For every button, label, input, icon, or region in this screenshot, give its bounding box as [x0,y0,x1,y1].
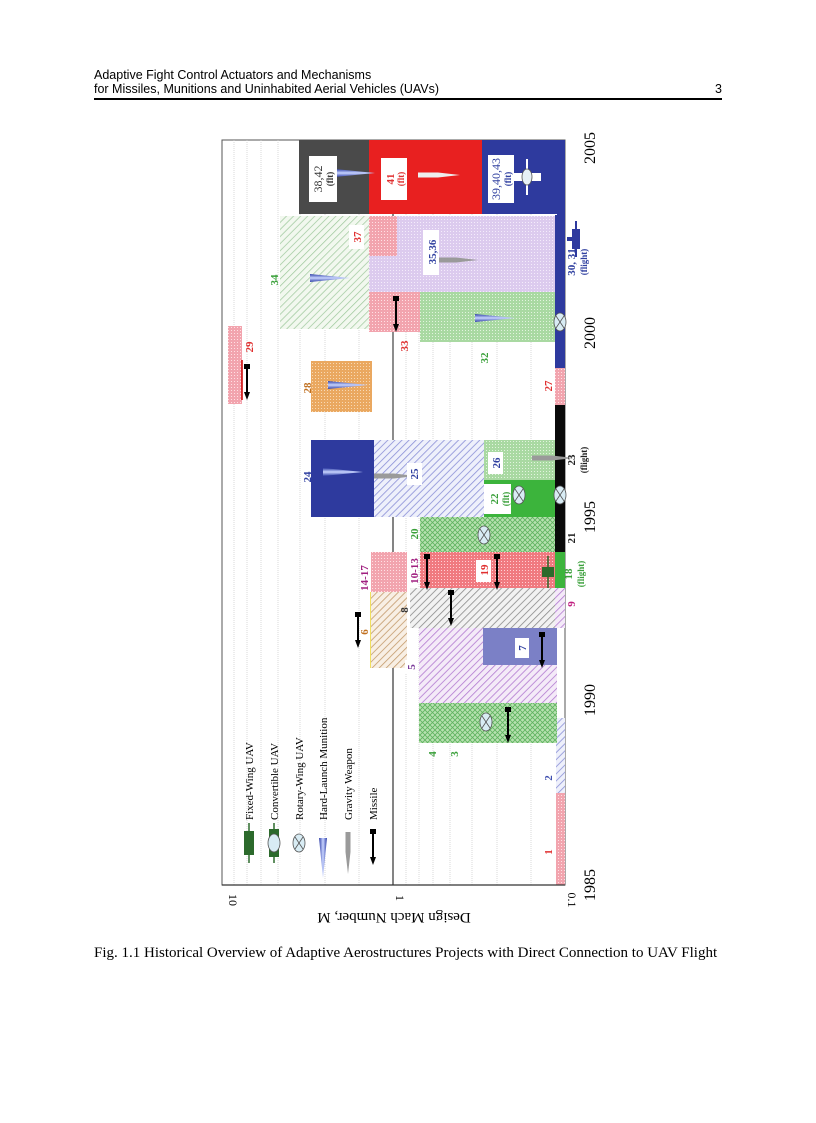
bar-24 [311,440,374,517]
label-32: 32 [479,352,491,364]
tick-mach-10: 10 [226,894,240,906]
label-37: 37 [352,231,364,243]
fixed-wing-uav-icon [244,823,254,863]
header-title-line1: Adaptive Fight Control Actuators and Mec… [94,68,372,82]
rotary-wing-uav-icon [553,485,567,505]
label-19: 19 [479,564,491,576]
bar-8 [410,588,555,628]
bar-37 [369,216,397,256]
label-10-13: 10-13 [409,558,421,584]
tick-year-1985: 1985 [582,869,599,901]
label-27: 27 [543,380,555,392]
label-38-42: 38,42 [311,166,325,193]
bar-6 [371,592,407,668]
tick-mach-1: 1 [393,895,407,901]
bar-labels: 1 2 3 4 5 6 7 8 9 10-13 14-17 18 (flight… [244,155,589,855]
legend: Fixed-Wing UAV Convertible UAV Rotary-Wi… [244,717,380,878]
label-23-flight: (flight) [579,447,589,474]
label-21: 21 [566,533,578,544]
axes: 10 1 0.1 Design Mach Number, M 1985 1990… [222,132,599,925]
bar-14-17 [371,552,407,592]
convertible-uav-icon [513,159,541,195]
rotary-wing-uav-icon [512,485,526,505]
legend-fixed-wing: Fixed-Wing UAV [244,742,256,820]
bar-27 [555,368,565,405]
figure-caption: Fig. 1.1 Historical Overview of Adaptive… [94,945,718,961]
label-18: 18 [563,568,575,580]
label-35-36: 35,36 [427,239,439,264]
label-28: 28 [302,382,314,394]
label-7: 7 [517,645,529,651]
label-39-40-43: 39,40,43 [489,158,503,200]
label-3: 3 [449,751,461,757]
legend-hard-launch: Hard-Launch Munition [318,717,330,820]
rotary-wing-uav-icon [479,712,493,732]
convertible-uav-icon [267,823,281,863]
label-2: 2 [543,775,555,781]
bar-29 [228,326,242,404]
bar-2 [556,718,565,793]
tick-mach-01: 0.1 [565,893,579,908]
label-4: 4 [427,751,439,757]
bar-1 [556,793,565,885]
header-rule [94,98,722,100]
label-34: 34 [269,274,281,286]
label-22: 22 [489,493,501,505]
label-41-flt: (flt) [396,172,406,187]
legend-missile: Missile [368,787,380,820]
label-41: 41 [385,174,397,185]
label-20: 20 [409,528,421,540]
gravity-weapon-icon [418,172,460,178]
bar-18 [555,552,565,588]
legend-rotary-wing: Rotary-Wing UAV [294,737,306,820]
label-29: 29 [244,341,256,353]
label-18-flight: (flight) [576,561,586,588]
tick-year-2005: 2005 [582,132,599,164]
label-38-42-flt: (flt) [325,172,335,187]
label-39-40-43-flt: (flt) [503,172,513,187]
header-title-line2: for Missiles, Munitions and Uninhabited … [94,82,440,96]
fixed-wing-uav-icon [542,556,554,588]
rotary-wing-uav-icon [477,525,491,545]
bar-icons [243,159,580,744]
label-26: 26 [491,457,503,469]
tick-year-1995: 1995 [582,501,599,533]
label-1: 1 [543,849,555,855]
bar-35-36 [369,216,555,292]
rotary-wing-uav-icon [553,312,567,332]
tick-year-2000: 2000 [582,317,599,349]
label-24: 24 [302,471,314,483]
legend-convertible: Convertible UAV [269,743,281,820]
page-number: 3 [715,82,722,96]
label-33: 33 [399,340,411,352]
tick-year-1990: 1990 [582,684,599,716]
rotary-wing-uav-icon [292,833,306,853]
bar-30-31 [555,215,565,368]
bar-25 [374,440,484,517]
label-6: 6 [359,629,371,635]
fixed-wing-uav-icon [567,221,580,257]
label-8: 8 [399,607,411,613]
bar-9 [555,588,565,628]
label-23: 23 [566,454,578,466]
label-22-flt: (flt) [501,492,511,507]
label-25: 25 [409,468,421,480]
label-14-17: 14-17 [359,565,371,591]
header-line2: for Missiles, Munitions and Uninhabited … [94,82,722,96]
legend-gravity: Gravity Weapon [343,748,355,820]
label-30-31: 30, 31 [566,248,578,276]
y-axis-label: Design Mach Number, M [317,909,471,925]
label-5: 5 [406,664,418,670]
label-30-31-flight: (flight) [579,249,589,276]
bar-21-23 [555,405,565,552]
label-9: 9 [566,601,578,607]
running-header: Adaptive Fight Control Actuators and Mec… [94,68,722,96]
